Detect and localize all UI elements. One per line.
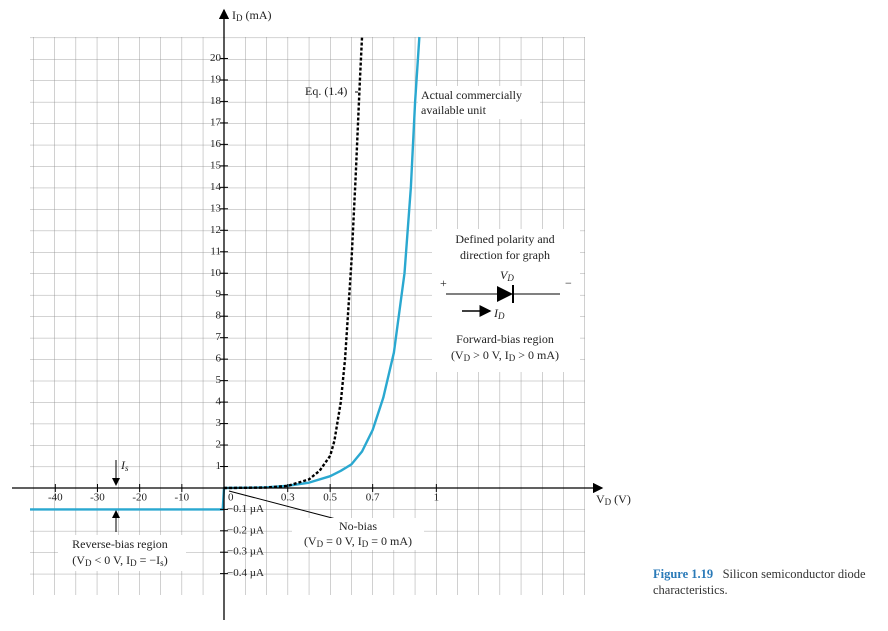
subscript: D [509,353,516,363]
y-axis-label: ID (mA) [232,8,272,23]
text-part: = 0 mA) [368,534,412,548]
y-tick-label: 10 [210,267,222,279]
y-tick-label: 19 [210,73,222,85]
x-tick-label: 0 [228,492,234,504]
y-tick-label: 7 [216,331,222,343]
caption-text: Silicon semiconductor diode characterist… [653,567,866,597]
text-part: = −I [137,553,161,567]
text-part: (V [304,534,317,548]
y-tick-label: 8 [216,310,222,322]
annotation: Eq. (1.4) [305,84,347,98]
y-tick-label: 14 [210,181,222,193]
caption-label: Figure 1.19 [653,567,714,581]
text-part: (V) [611,492,631,506]
annotation: No-bias [339,519,377,533]
subscript: s [160,558,164,568]
y-tick-label: −0.1 µA [227,503,264,515]
subscript: D [317,539,324,549]
text-part: (mA) [243,8,272,22]
annotation: (VD = 0 V, ID = 0 mA) [304,534,412,549]
x-tick-label: -20 [132,492,147,504]
y-tick-label: 2 [216,439,222,451]
annotation: Is [120,458,129,473]
x-tick-label: -30 [90,492,105,504]
y-tick-label: 12 [210,224,221,236]
text-part: (V [451,348,464,362]
annotation: direction for graph [460,248,550,262]
y-tick-label: −0.2 µA [227,524,264,536]
y-tick-label: 13 [210,202,222,214]
subscript: D [85,558,92,568]
y-tick-label: 11 [210,245,221,257]
y-tick-label: −0.4 µA [227,567,264,579]
y-tick-label: 16 [210,138,222,150]
y-tick-label: 17 [210,116,222,128]
annotation: ID [493,306,505,321]
text-part: (V [72,553,85,567]
y-tick-label: 20 [210,52,222,64]
text-part: V [500,268,509,282]
y-tick-label: 5 [216,374,222,386]
text-part: = 0 V, I [323,534,362,548]
subscript: D [497,311,505,321]
y-tick-label: 18 [210,95,222,107]
annotation: available unit [421,103,487,117]
x-tick-label: -10 [174,492,189,504]
x-tick-label: 1 [434,492,440,504]
text-part: > 0 V, I [470,348,509,362]
annotation: (VD < 0 V, ID = −Is) [72,553,167,568]
annotation: Defined polarity and [455,232,554,246]
caption: Figure 1.19 Silicon semiconductor diode … [653,566,878,598]
x-tick-label: 0.3 [281,492,295,504]
annotation: (VD > 0 V, ID > 0 mA) [451,348,559,363]
annotation: − [565,276,572,290]
x-tick-label: 0.7 [366,492,380,504]
annotation: + [440,276,447,290]
text-part: I [120,458,126,472]
y-tick-label: 9 [216,288,222,300]
x-tick-label: -40 [48,492,63,504]
y-tick-label: 1 [216,460,222,472]
subscript: D [464,353,471,363]
text-part: < 0 V, I [91,553,130,567]
text-part: I [232,8,236,22]
y-tick-label: 3 [216,417,222,429]
y-tick-label: 4 [216,396,222,408]
y-tick-label: 6 [216,353,222,365]
annotation: VD [500,268,514,283]
text-part: I [493,306,499,320]
text-part: V [596,492,605,506]
annotation: Forward-bias region [456,332,554,346]
subscript: D [605,497,612,507]
text-part: ) [164,553,168,567]
x-axis-label: VD (V) [596,492,631,507]
subscript: D [130,558,137,568]
y-tick-label: 15 [210,159,222,171]
subscript: D [236,13,243,23]
y-tick-label: −0.3 µA [227,546,264,558]
x-tick-label: 0.5 [323,492,337,504]
annotation: Actual commercially [421,88,522,102]
subscript: D [362,539,369,549]
subscript: s [125,463,129,473]
annotation: Reverse-bias region [72,537,168,551]
subscript: D [506,273,514,283]
text-part: > 0 mA) [515,348,559,362]
